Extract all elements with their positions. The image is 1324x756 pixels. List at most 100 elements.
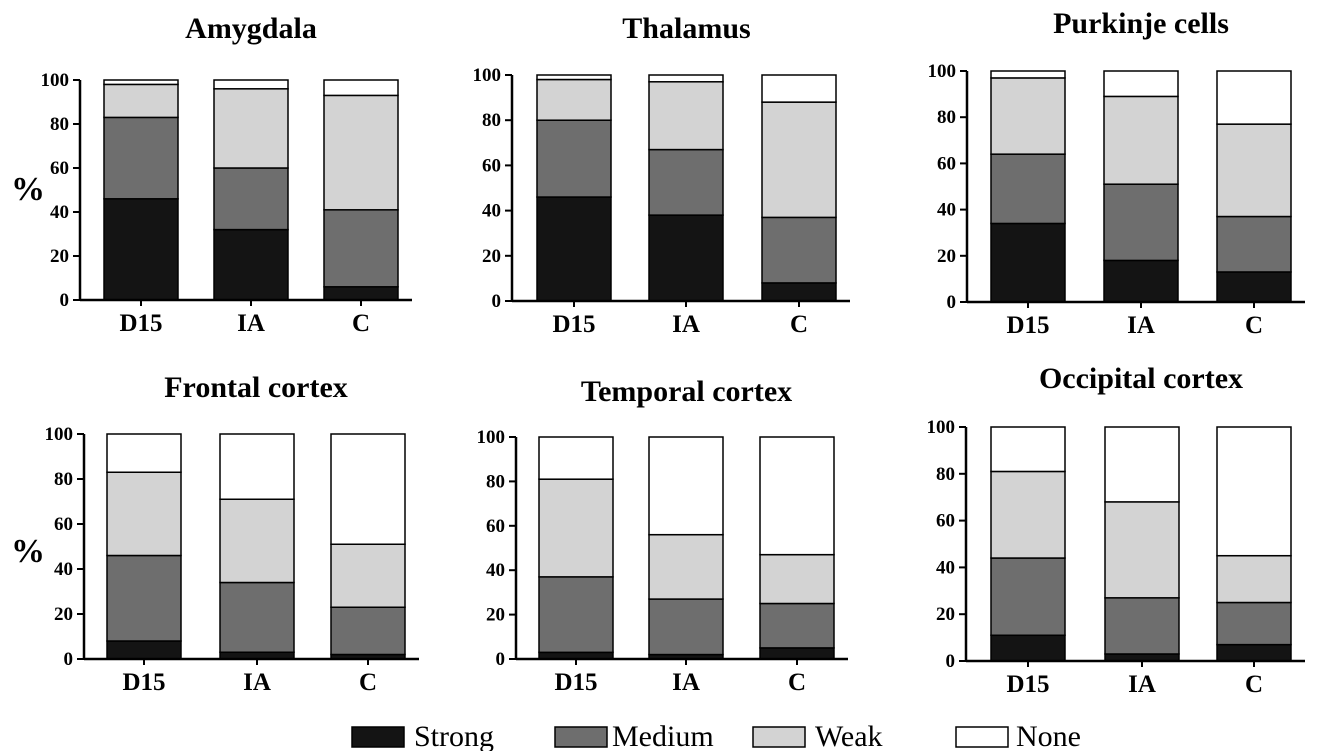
y-tick-label: 40 — [937, 200, 956, 221]
bar-segment-ia-none — [1103, 70, 1179, 98]
chart-amygdala: Amygdala D15 IA C 0 20 40 60 80 100 — [41, 12, 412, 337]
bar-segment-c-weak — [759, 553, 835, 605]
y-tick-label: 100 — [45, 424, 74, 445]
bar-segment-d15-strong — [990, 222, 1066, 303]
bar-segment-c-none — [330, 433, 406, 545]
y-tick-label: 60 — [54, 514, 73, 535]
y-tick-label: 40 — [54, 559, 73, 580]
bar-segment-c-strong — [761, 282, 837, 302]
x-tick-label: D15 — [122, 669, 165, 696]
y-tick-label: 60 — [936, 511, 955, 532]
bar-segment-ia-medium — [1104, 597, 1180, 655]
bar-segment-ia-none — [1104, 426, 1180, 503]
bar-segment-ia-medium — [1103, 183, 1179, 262]
bar-segment-d15-weak — [990, 77, 1066, 155]
y-tick-label: 0 — [947, 292, 957, 313]
legend-swatch-strong — [351, 726, 405, 748]
y-tick-label: 80 — [936, 464, 955, 485]
legend-label-none: None — [1016, 720, 1081, 751]
bar-segment-d15-medium — [990, 153, 1066, 225]
bar-segment-c-none — [1216, 70, 1292, 125]
bar-segment-d15-strong — [106, 640, 182, 660]
bar-segment-c-medium — [759, 602, 835, 649]
y-tick-label: 100 — [41, 70, 70, 91]
chart-purkinje-cells: Purkinje cells D15 IA C 0 20 40 60 80 100 — [928, 7, 1305, 339]
bar-segment-c-weak — [1216, 554, 1292, 604]
x-tick-label: IA — [1128, 671, 1156, 698]
bar-segment-c-weak — [323, 94, 399, 211]
bar-segment-d15-medium — [106, 554, 182, 642]
x-tick-label: IA — [672, 669, 700, 696]
y-tick-label: 100 — [473, 65, 502, 86]
bar-segment-d15-none — [990, 70, 1066, 79]
x-tick-label: C — [790, 311, 808, 338]
y-tick-label: 80 — [486, 471, 505, 492]
chart-title: Amygdala — [185, 12, 317, 45]
bar-segment-d15-weak — [536, 78, 612, 121]
bar-segment-d15-none — [103, 79, 179, 86]
bar-segment-c-weak — [761, 101, 837, 219]
chart-thalamus: Thalamus D15 IA C 0 20 40 60 80 100 — [473, 12, 850, 338]
bar-segment-c-strong — [1216, 643, 1292, 662]
bar-segment-d15-medium — [538, 576, 614, 654]
chart-temporal-cortex: Temporal cortex D15 IA C 0 20 40 60 80 100 — [477, 375, 848, 696]
x-tick-label: C — [359, 669, 377, 696]
bar-segment-ia-weak — [219, 498, 295, 584]
y-axis-label-top: % — [11, 171, 45, 208]
y-tick-label: 0 — [60, 290, 70, 311]
bar-segment-c-strong — [323, 286, 399, 301]
bar-segment-c-none — [323, 79, 399, 97]
y-tick-label: 20 — [937, 246, 956, 267]
bar-segment-d15-none — [106, 433, 182, 473]
chart-title: Purkinje cells — [1053, 7, 1229, 40]
y-tick-label: 40 — [482, 201, 501, 222]
x-tick-label: IA — [672, 311, 700, 338]
bar-segment-ia-medium — [648, 598, 724, 656]
y-tick-label: 60 — [937, 153, 956, 174]
x-tick-label: IA — [237, 310, 265, 337]
bar-segment-c-weak — [1216, 123, 1292, 218]
bar-segment-d15-weak — [990, 470, 1066, 559]
y-tick-label: 40 — [50, 202, 69, 223]
bar-segment-ia-weak — [648, 81, 724, 151]
x-tick-label: D15 — [1006, 312, 1049, 339]
y-tick-label: 0 — [492, 291, 502, 312]
bar-segment-d15-strong — [536, 196, 612, 302]
y-tick-label: 0 — [496, 649, 506, 670]
y-tick-label: 20 — [482, 246, 501, 267]
bar-segment-ia-weak — [1104, 501, 1180, 599]
bar-segment-c-strong — [1216, 271, 1292, 303]
bar-segment-c-medium — [330, 606, 406, 656]
legend-label-medium: Medium — [612, 720, 714, 751]
bar-segment-ia-none — [219, 433, 295, 500]
y-tick-label: 0 — [946, 651, 956, 672]
chart-title: Temporal cortex — [581, 375, 792, 408]
bar-segment-d15-none — [990, 426, 1066, 473]
y-tick-label: 20 — [936, 604, 955, 625]
x-tick-label: D15 — [552, 311, 595, 338]
bar-segment-d15-weak — [106, 471, 182, 557]
y-tick-label: 40 — [486, 560, 505, 581]
bar-segment-d15-weak — [538, 478, 614, 578]
legend-label-weak: Weak — [815, 720, 883, 751]
chart-frontal-cortex: Frontal cortex D15 IA C 0 20 40 60 80 100 — [45, 371, 419, 696]
x-tick-label: IA — [1127, 312, 1155, 339]
bar-segment-d15-medium — [103, 116, 179, 200]
y-tick-label: 20 — [54, 604, 73, 625]
legend-swatch-medium — [554, 726, 608, 748]
x-tick-label: D15 — [554, 669, 597, 696]
y-tick-label: 20 — [486, 605, 505, 626]
y-tick-label: 80 — [937, 107, 956, 128]
y-axis-label-bottom: % — [11, 533, 45, 570]
bar-segment-ia-weak — [1103, 95, 1179, 185]
y-tick-label: 0 — [64, 649, 74, 670]
bar-segment-ia-none — [213, 79, 289, 90]
bar-segment-ia-medium — [213, 167, 289, 231]
bar-segment-c-none — [759, 436, 835, 556]
bar-segment-c-medium — [1216, 601, 1292, 646]
bar-segment-c-none — [1216, 426, 1292, 557]
y-tick-label: 60 — [482, 155, 501, 176]
legend-swatch-none — [955, 726, 1009, 748]
bar-segment-ia-strong — [648, 214, 724, 302]
